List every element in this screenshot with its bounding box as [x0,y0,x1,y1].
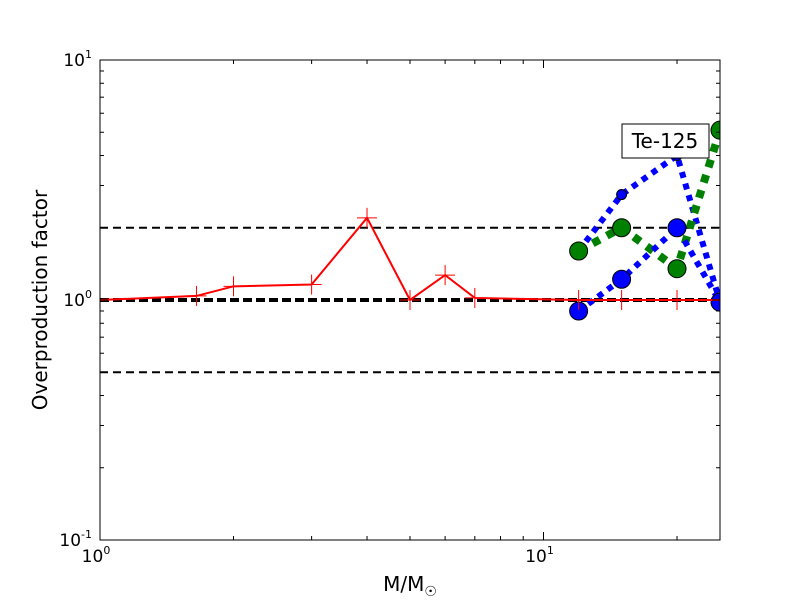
series-2-point-2 [667,259,687,279]
annotation-label: Te-125 [631,129,699,153]
series-3-point-3 [710,292,720,312]
plot-frame [99,59,721,541]
series-2 [569,120,720,279]
y-tick-label: 101 [63,48,92,71]
y-tick-label: 100 [63,288,92,311]
series-3-point-2 [667,218,687,238]
x-axis-label-subscript: ☉ [424,584,437,600]
y-axis-label: Overproduction factor [28,189,52,410]
series-2-point-0 [569,241,589,261]
y-tick-label: 10-1 [59,528,92,551]
series-3-line [576,222,720,314]
series-1-point-1 [616,189,628,201]
x-tick-label: 101 [525,544,554,567]
series-3-point-1 [612,269,632,289]
series-2-point-3 [710,120,720,140]
x-axis-label-text: M/M [383,572,424,596]
series-2-line [576,128,720,276]
series-3 [569,218,720,321]
x-axis-label: M/M☉ [383,572,437,600]
annotation-box: Te-125 [621,123,710,159]
series-2-point-1 [612,218,632,238]
x-tick-label: 100 [82,544,111,567]
